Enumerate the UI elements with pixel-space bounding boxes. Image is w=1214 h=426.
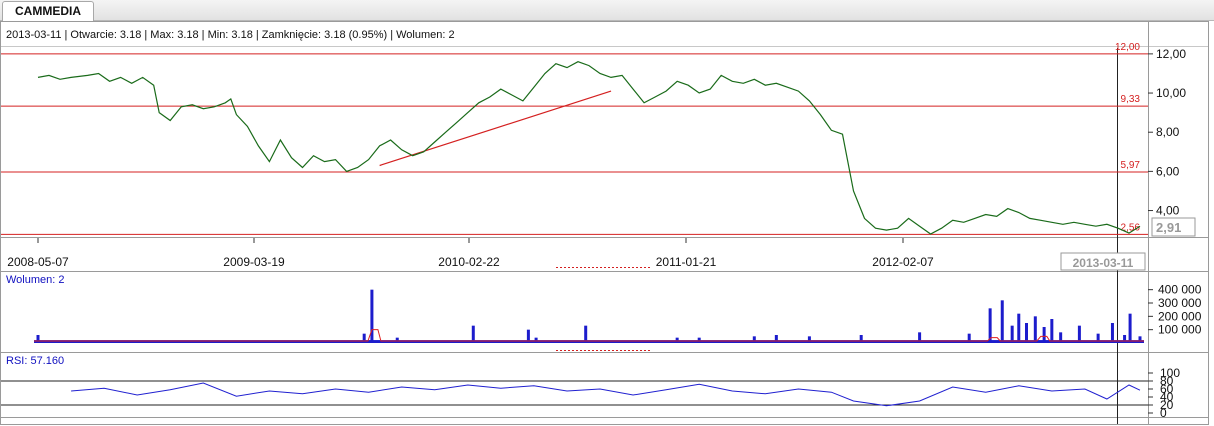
volume-bar (1123, 335, 1127, 343)
price-tick-label: 10,00 (1156, 86, 1186, 100)
volume-tick-label: 300 000 (1158, 296, 1202, 310)
volume-bar (1042, 327, 1046, 343)
volume-bar (526, 329, 530, 343)
rsi-tick-label: 100 (1160, 366, 1180, 380)
price-series-line (37, 61, 1141, 235)
volume-bar (1128, 313, 1132, 343)
volume-bar (918, 332, 922, 343)
volume-bar (1096, 333, 1100, 343)
rsi-tick-label: 40 (1160, 390, 1174, 404)
trendline (379, 90, 612, 167)
volume-label: Wolumen: 2 (6, 274, 65, 286)
volume-bar (370, 289, 374, 343)
volume-bar (1033, 316, 1037, 343)
volume-bar (774, 335, 778, 343)
volume-tick-label: 200 000 (1158, 309, 1202, 323)
current-date-box (1060, 252, 1146, 271)
rsi-tick-label: 80 (1160, 374, 1174, 388)
volume-bar (395, 337, 399, 343)
level-label: 12,00 (1115, 42, 1140, 53)
tab-cammedia[interactable]: CAMMEDIA (2, 1, 94, 21)
volume-bar (1024, 323, 1028, 343)
current-value-box (1151, 217, 1196, 237)
volume-average-line (34, 329, 1144, 342)
x-tick-label: 2011-01-21 (656, 255, 717, 269)
volume-tick-label: 100 000 (1158, 323, 1202, 337)
rsi-label: RSI: 57.160 (6, 355, 64, 367)
rsi-tick-label: 60 (1160, 382, 1174, 396)
level-label: 9,33 (1121, 94, 1141, 105)
volume-bar (1059, 332, 1063, 343)
x-tick-label: 2012-02-07 (872, 255, 934, 269)
price-tick-label: 4,00 (1156, 204, 1180, 218)
volume-tick-label: 400 000 (1158, 283, 1202, 297)
stock-chart: 12,00 10,00 8,00 6,00 4,00 12,00 9,33 5,97 2,56 2… (0, 21, 1209, 425)
current-date-label: 2013-03-11 (1073, 256, 1134, 270)
volume-bar (36, 335, 40, 343)
x-tick-label: 2009-03-19 (223, 255, 285, 269)
current-value-label: 2,91 (1156, 220, 1181, 235)
price-tick-label: 8,00 (1156, 125, 1180, 139)
volume-bar (859, 335, 863, 343)
volume-bar (1017, 313, 1021, 343)
price-tick-label: 12,00 (1156, 47, 1186, 61)
rsi-tick-label: 0 (1160, 406, 1167, 420)
volume-bar (362, 333, 366, 343)
price-tick-label: 6,00 (1156, 164, 1180, 178)
chart-frame (0, 21, 1209, 425)
rsi-line (71, 382, 1141, 407)
volume-bar (967, 333, 971, 343)
level-label: 5,97 (1121, 160, 1141, 171)
price-header: 2013-03-11 | Otwarcie: 3.18 | Max: 3.18 … (6, 29, 455, 41)
volume-bar (752, 336, 756, 343)
volume-bar (697, 337, 701, 343)
volume-bar (1050, 319, 1054, 343)
x-tick-label: 2008-05-07 (7, 255, 69, 269)
x-tick-label: 2010-02-22 (438, 255, 500, 269)
level-label: 2,56 (1121, 222, 1141, 233)
tab-bar: CAMMEDIA (0, 0, 1214, 21)
volume-bar (1138, 336, 1142, 343)
volume-bar (534, 337, 538, 343)
rsi-tick-label: 20 (1160, 398, 1174, 412)
volume-baseline-bars (34, 340, 1144, 343)
volume-bar (1077, 325, 1081, 343)
volume-bar (1010, 325, 1014, 343)
volume-bar (1000, 300, 1004, 343)
volume-bar (471, 325, 475, 343)
volume-bar (584, 325, 588, 343)
volume-bar (988, 308, 992, 343)
volume-bar (1110, 323, 1114, 343)
volume-bar (807, 336, 811, 343)
volume-bar (675, 337, 679, 343)
